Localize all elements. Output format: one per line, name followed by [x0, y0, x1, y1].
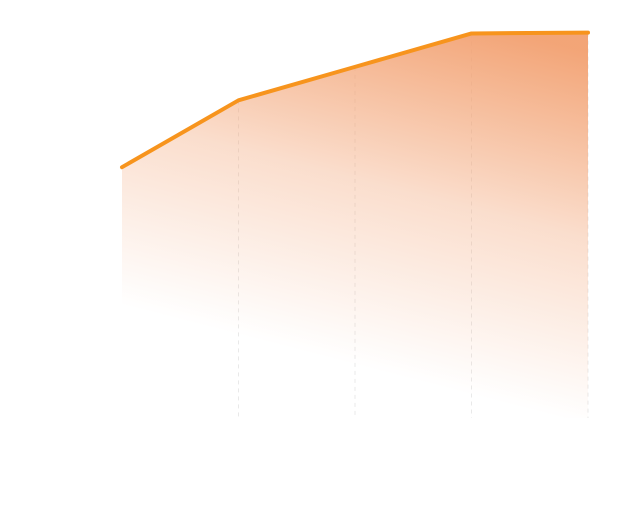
- series-line: [120, 30, 590, 170]
- area-fill: [122, 32, 588, 418]
